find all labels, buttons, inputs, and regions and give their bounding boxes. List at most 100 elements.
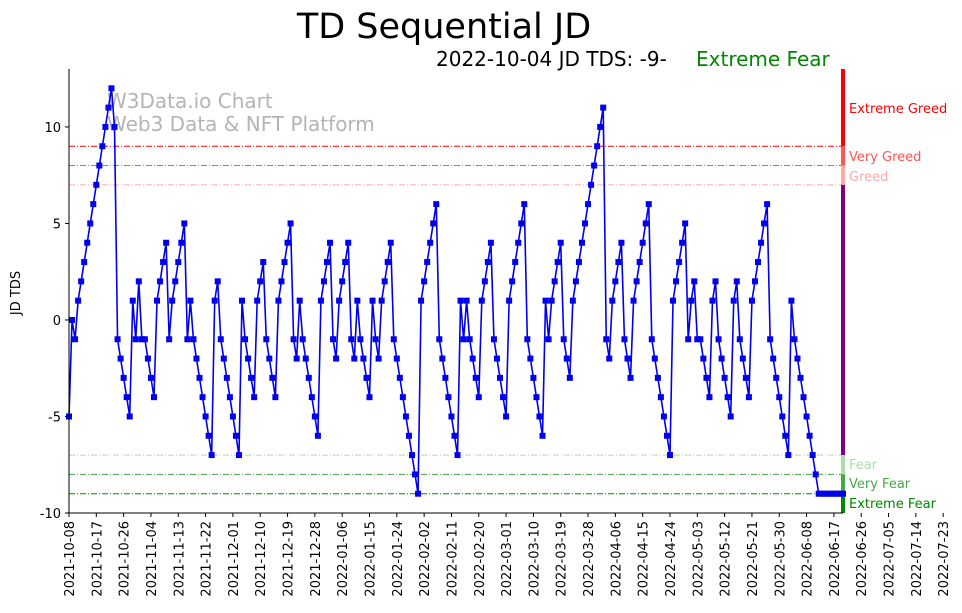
data-point <box>263 336 270 343</box>
chart-subtitle: 2022-10-04 JD TDS: -9- <box>436 47 667 71</box>
data-point <box>269 374 276 381</box>
data-point <box>157 278 164 285</box>
level-label-3: Fear <box>849 458 878 473</box>
data-point <box>351 355 358 362</box>
data-point <box>688 297 695 304</box>
data-point <box>427 239 434 246</box>
data-point <box>69 316 76 323</box>
data-point <box>697 336 704 343</box>
data-point <box>785 452 792 459</box>
data-point <box>402 413 409 420</box>
data-point <box>615 259 622 266</box>
data-point <box>293 355 300 362</box>
data-point <box>682 220 689 227</box>
data-point <box>521 201 528 208</box>
data-point <box>84 239 91 246</box>
data-point <box>833 490 840 497</box>
data-point <box>433 201 440 208</box>
data-point <box>776 394 783 401</box>
data-point <box>591 162 598 169</box>
x-tick-label-2: 2021-10-26 <box>118 521 133 597</box>
data-point <box>405 432 412 439</box>
data-point <box>333 355 340 362</box>
x-tick-label-26: 2022-05-30 <box>773 521 788 597</box>
data-point <box>469 355 476 362</box>
x-tick-label-11: 2022-01-15 <box>363 521 378 597</box>
level-label-0: Extreme Greed <box>849 102 947 117</box>
data-point <box>572 278 579 285</box>
data-point <box>524 336 531 343</box>
data-point <box>439 355 446 362</box>
data-point <box>363 374 370 381</box>
x-tick-label-0: 2021-10-08 <box>63 521 78 597</box>
data-point <box>700 355 707 362</box>
data-point <box>636 259 643 266</box>
data-point <box>515 239 522 246</box>
x-tick-label-22: 2022-04-24 <box>664 521 679 597</box>
data-point <box>484 259 491 266</box>
data-point <box>594 143 601 150</box>
data-point <box>767 336 774 343</box>
x-tick-label-31: 2022-07-14 <box>910 521 925 597</box>
data-point <box>527 355 534 362</box>
data-point <box>551 278 558 285</box>
data-point <box>135 278 142 285</box>
data-point <box>624 355 631 362</box>
data-point <box>657 394 664 401</box>
data-point <box>317 297 324 304</box>
data-point <box>721 374 728 381</box>
data-point <box>242 336 249 343</box>
data-point <box>235 452 242 459</box>
data-point <box>663 432 670 439</box>
data-point <box>217 336 224 343</box>
data-point <box>490 336 497 343</box>
x-tick-label-15: 2022-02-20 <box>473 521 488 597</box>
data-point <box>712 278 719 285</box>
chart-title: TD Sequential JD <box>296 7 591 47</box>
data-point <box>239 297 246 304</box>
x-tick-label-17: 2022-03-10 <box>527 521 542 597</box>
data-point <box>487 239 494 246</box>
data-point <box>160 259 167 266</box>
data-point <box>308 394 315 401</box>
level-label-2: Greed <box>849 170 888 185</box>
data-point <box>603 336 610 343</box>
x-tick-label-16: 2022-03-01 <box>500 521 515 597</box>
data-point <box>478 297 485 304</box>
data-point <box>651 355 658 362</box>
data-point <box>639 239 646 246</box>
data-point <box>582 220 588 227</box>
data-point <box>536 413 543 420</box>
data-point <box>818 490 825 497</box>
data-point <box>144 355 151 362</box>
data-point <box>475 394 482 401</box>
data-point <box>466 336 473 343</box>
data-point <box>824 490 831 497</box>
data-point <box>788 297 795 304</box>
y-axis: -10 -5 0 5 10 <box>40 121 69 522</box>
data-point <box>75 297 82 304</box>
x-tick-label-1: 2021-10-17 <box>90 521 105 597</box>
data-point <box>703 374 710 381</box>
data-point <box>751 278 758 285</box>
data-point <box>645 201 652 208</box>
data-point <box>633 278 640 285</box>
data-point <box>676 259 683 266</box>
data-point <box>794 355 801 362</box>
data-point <box>211 297 218 304</box>
watermark-line-1: W3Data.io Chart <box>107 89 273 113</box>
data-point <box>612 278 619 285</box>
data-point <box>803 413 810 420</box>
data-point <box>93 181 100 188</box>
data-point <box>575 259 582 266</box>
data-point <box>648 336 655 343</box>
data-point <box>147 374 154 381</box>
data-point <box>627 374 634 381</box>
data-point <box>172 278 179 285</box>
data-point <box>758 239 765 246</box>
data-point <box>372 336 379 343</box>
sentiment-label: Extreme Fear <box>696 47 831 71</box>
data-point <box>730 297 737 304</box>
x-tick-label-9: 2021-12-28 <box>309 521 324 597</box>
x-tick-label-29: 2022-06-26 <box>855 521 870 597</box>
